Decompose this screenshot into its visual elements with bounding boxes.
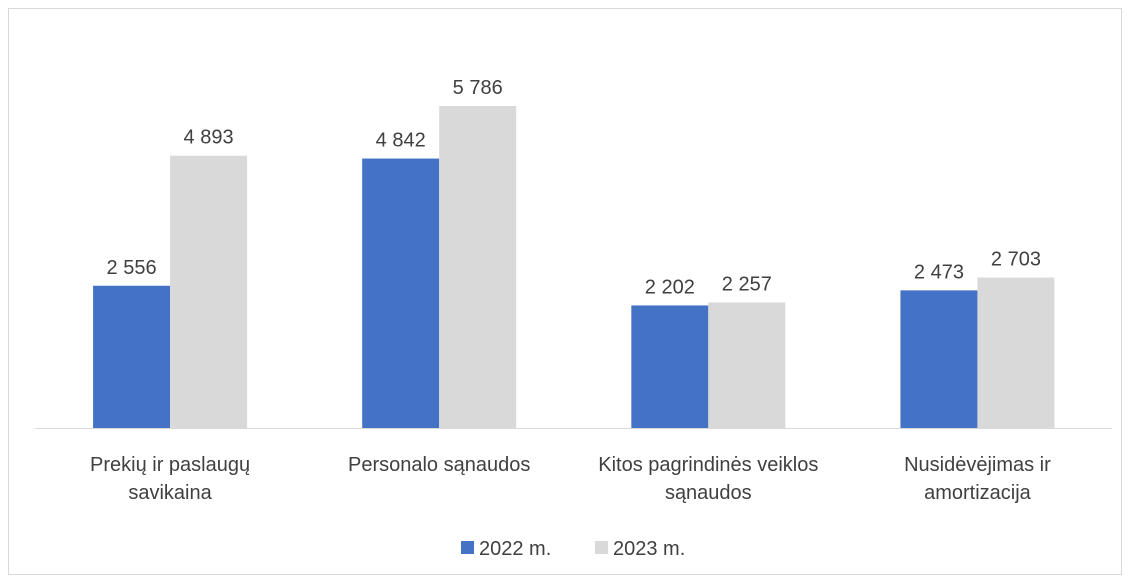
x-tick-label: Kitos pagrindinės veiklos sąnaudos: [598, 454, 819, 504]
bar: [900, 290, 978, 428]
legend-swatch: [595, 541, 608, 554]
legend-label: 2023 m.: [613, 538, 685, 560]
legend-swatch: [461, 541, 474, 554]
data-label: 2 202: [645, 276, 695, 298]
data-label: 4 842: [376, 130, 426, 152]
data-label: 2 703: [991, 249, 1041, 271]
legend-label: 2022 m.: [479, 538, 551, 560]
bar: [439, 106, 517, 428]
x-tick-label: Prekių ir paslaugų savikaina: [90, 454, 251, 504]
data-label: 2 556: [107, 257, 157, 279]
bar: [977, 277, 1055, 428]
data-label: 4 893: [184, 127, 234, 149]
data-label: 2 257: [722, 273, 772, 295]
bar: [708, 302, 786, 428]
x-tick-label: Personalo sąnaudos: [348, 454, 531, 476]
bar: [170, 155, 248, 429]
bar: [362, 158, 440, 428]
bar: [93, 285, 171, 428]
data-label: 5 786: [453, 77, 503, 99]
bar: [631, 305, 709, 428]
x-tick-label: Nusidėvėjimas ir amortizacija: [904, 454, 1051, 504]
data-label: 2 473: [914, 261, 964, 283]
